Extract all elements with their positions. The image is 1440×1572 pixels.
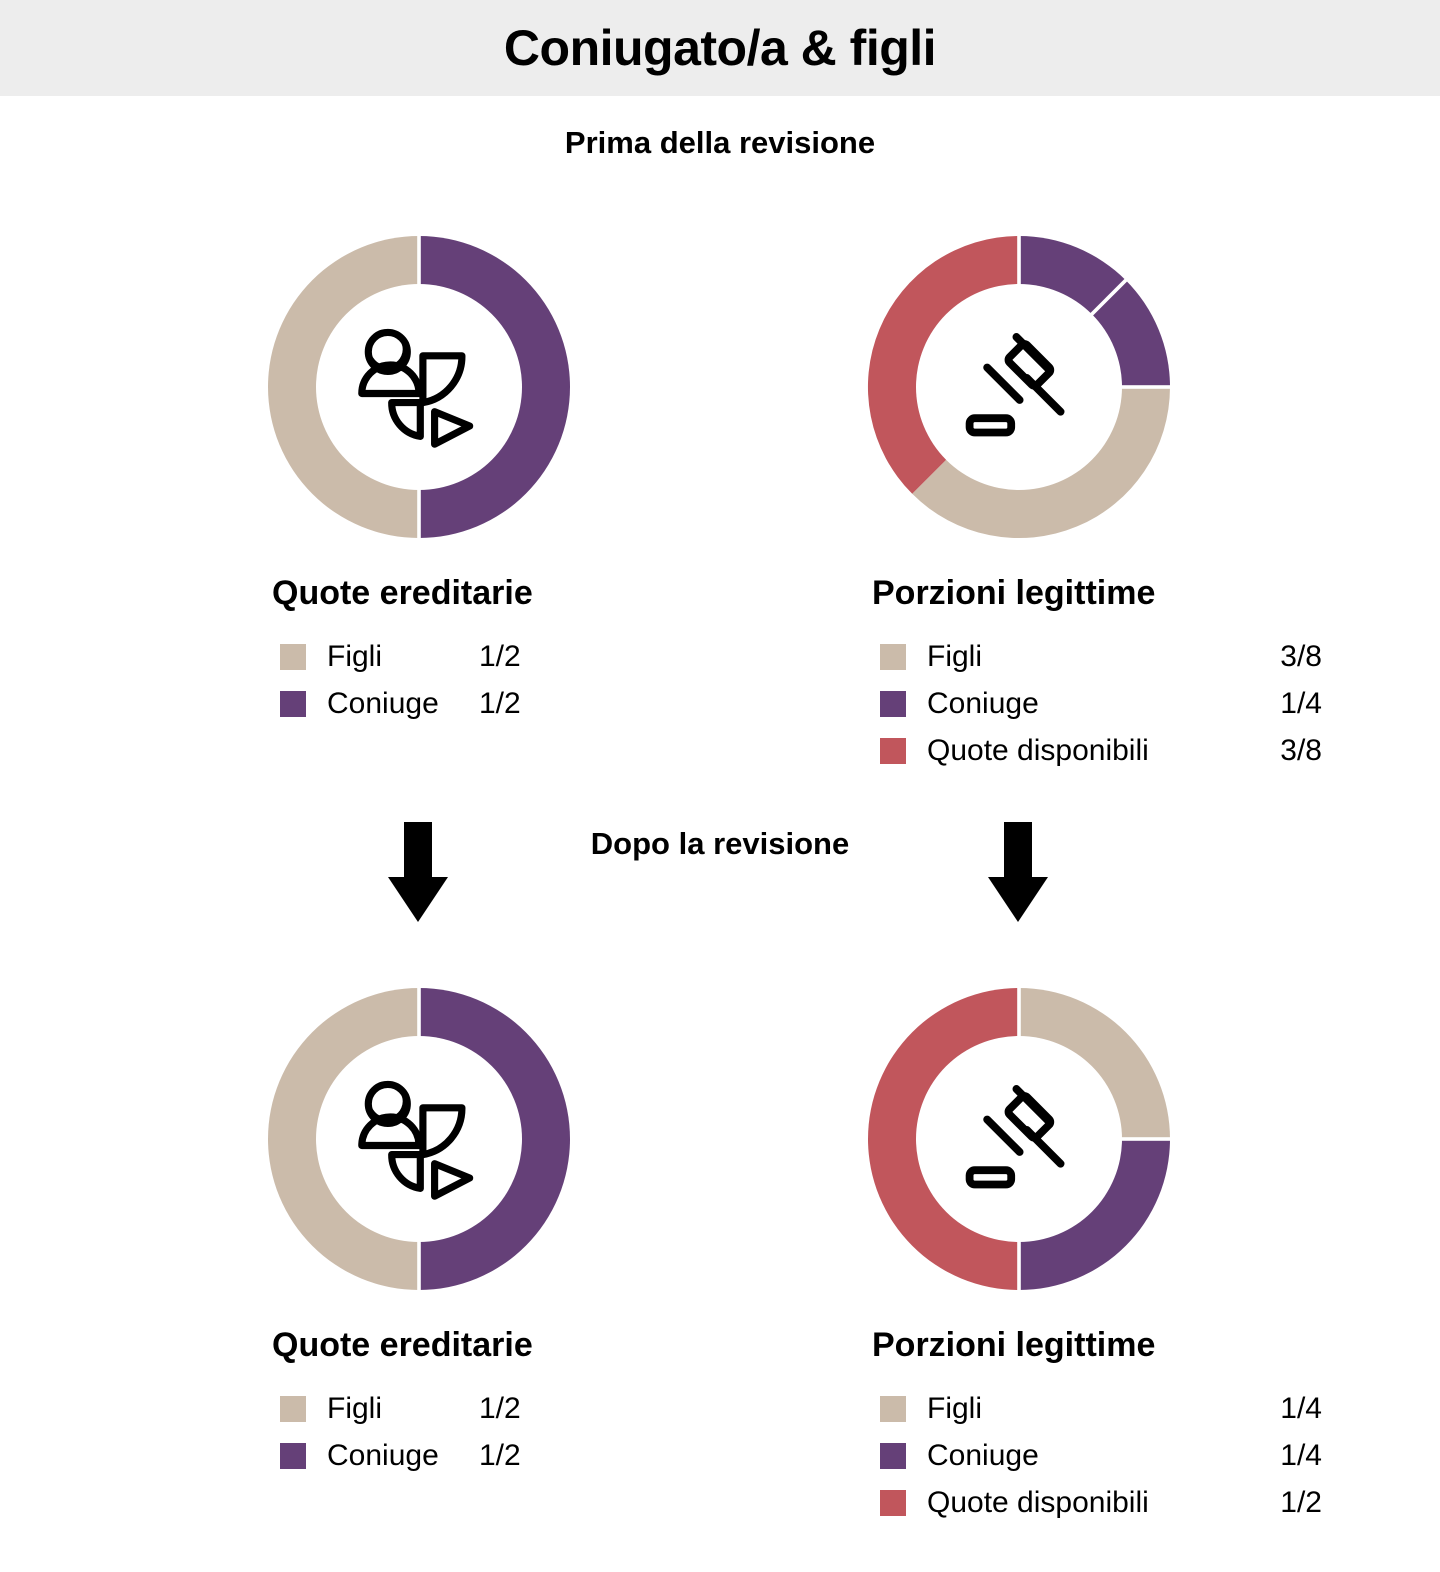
legend-rows: Figli 3/8 Coniuge 1/4 Quote disponibili … — [872, 633, 1322, 774]
legend-label: Coniuge — [327, 686, 439, 720]
legend-row: Figli 3/8 — [872, 633, 1322, 680]
arrow-shaft — [1004, 822, 1032, 880]
legend-row: Coniuge 1/2 — [272, 680, 522, 727]
block-before-heirs: Quote ereditarie Figli 1/2 Coniuge 1/2 — [266, 234, 572, 720]
legend-swatch-spouse — [280, 1442, 306, 1469]
donut-hole — [916, 284, 1122, 490]
legend-value: 1/2 — [479, 1391, 521, 1425]
legend-value: 1/4 — [1280, 1391, 1322, 1425]
legend-row: Figli 1/2 — [272, 1385, 522, 1432]
donut-after-legal — [866, 986, 1172, 1292]
legend-swatch-children — [880, 1395, 906, 1422]
arrow-head — [988, 877, 1048, 922]
legend-after-legal: Porzioni legittime Figli 1/4 Coniuge 1/4… — [872, 1326, 1342, 1526]
page-title: Coniugato/a & figli — [503, 20, 937, 76]
legend-value: 1/2 — [479, 1438, 521, 1472]
arrow-shaft — [404, 822, 432, 880]
legend-row: Coniuge 1/4 — [872, 1432, 1322, 1479]
donut-after-heirs — [266, 986, 572, 1292]
donut-hole — [316, 1036, 522, 1242]
donut-before-heirs — [266, 234, 572, 540]
legend-before-heirs: Quote ereditarie Figli 1/2 Coniuge 1/2 — [272, 574, 742, 727]
block-after-heirs: Quote ereditarie Figli 1/2 Coniuge 1/2 — [266, 986, 572, 1472]
arrow-down-icon — [388, 822, 448, 922]
legend-row: Quote disponibili 3/8 — [872, 727, 1322, 774]
legend-row: Quote disponibili 1/2 — [872, 1479, 1322, 1526]
legend-value: 1/4 — [1280, 686, 1322, 720]
legend-rows: Figli 1/2 Coniuge 1/2 — [272, 1385, 522, 1479]
legend-rows: Figli 1/2 Coniuge 1/2 — [272, 633, 522, 727]
donut-before-legal — [866, 234, 1172, 540]
legend-value: 1/4 — [1280, 1438, 1322, 1472]
legend-swatch-spouse — [880, 1442, 906, 1469]
donut-chart-before-heirs — [268, 234, 570, 540]
donut-chart-after-heirs — [268, 986, 570, 1292]
legend-swatch-available — [880, 737, 906, 764]
legend-label: Figli — [327, 1391, 383, 1425]
arrow-head — [388, 877, 448, 922]
donut-chart-before-legal — [867, 234, 1172, 539]
legend-row: Coniuge 1/2 — [272, 1432, 522, 1479]
header-band: Coniugato/a & figli — [0, 0, 1440, 96]
legend-rows: Figli 1/4 Coniuge 1/4 Quote disponibili … — [872, 1385, 1322, 1526]
legend-row: Figli 1/4 — [872, 1385, 1322, 1432]
legend-label: Figli — [927, 639, 983, 673]
legend-label: Quote disponibili — [927, 733, 1149, 767]
section-label-after: Dopo la revisione — [590, 826, 850, 861]
block-before-legal: Porzioni legittime Figli 3/8 Coniuge 1/4… — [866, 234, 1322, 767]
legend-value: 3/8 — [1280, 639, 1322, 673]
transition-row: Dopo la revisione — [0, 812, 1440, 927]
legend-value: 1/2 — [479, 686, 521, 720]
section-label-before: Prima della revisione — [564, 125, 876, 160]
legend-label: Quote disponibili — [927, 1485, 1149, 1519]
legend-row: Coniuge 1/4 — [872, 680, 1322, 727]
block-after-legal: Porzioni legittime Figli 1/4 Coniuge 1/4… — [866, 986, 1322, 1519]
legend-label: Figli — [327, 639, 383, 673]
legend-title: Quote ereditarie — [272, 574, 533, 612]
donut-hole — [316, 284, 522, 490]
legend-label: Coniuge — [927, 686, 1039, 720]
legend-title: Porzioni legittime — [872, 1326, 1156, 1364]
legend-swatch-children — [880, 643, 906, 670]
legend-label: Figli — [927, 1391, 983, 1425]
legend-swatch-available — [880, 1489, 906, 1516]
legend-value: 3/8 — [1280, 733, 1322, 767]
legend-swatch-spouse — [280, 690, 306, 717]
legend-swatch-spouse — [880, 690, 906, 717]
legend-after-heirs: Quote ereditarie Figli 1/2 Coniuge 1/2 — [272, 1326, 742, 1479]
legend-label: Coniuge — [327, 1438, 439, 1472]
legend-label: Coniuge — [927, 1438, 1039, 1472]
legend-title: Quote ereditarie — [272, 1326, 533, 1364]
donut-chart-after-legal — [868, 986, 1172, 1292]
donut-hole — [916, 1036, 1122, 1242]
legend-value: 1/2 — [479, 639, 521, 673]
legend-title: Porzioni legittime — [872, 574, 1156, 612]
legend-before-legal: Porzioni legittime Figli 3/8 Coniuge 1/4… — [872, 574, 1342, 774]
legend-row: Figli 1/2 — [272, 633, 522, 680]
legend-swatch-children — [280, 643, 306, 670]
legend-value: 1/2 — [1280, 1485, 1322, 1519]
legend-swatch-children — [280, 1395, 306, 1422]
arrow-down-icon — [988, 822, 1048, 922]
